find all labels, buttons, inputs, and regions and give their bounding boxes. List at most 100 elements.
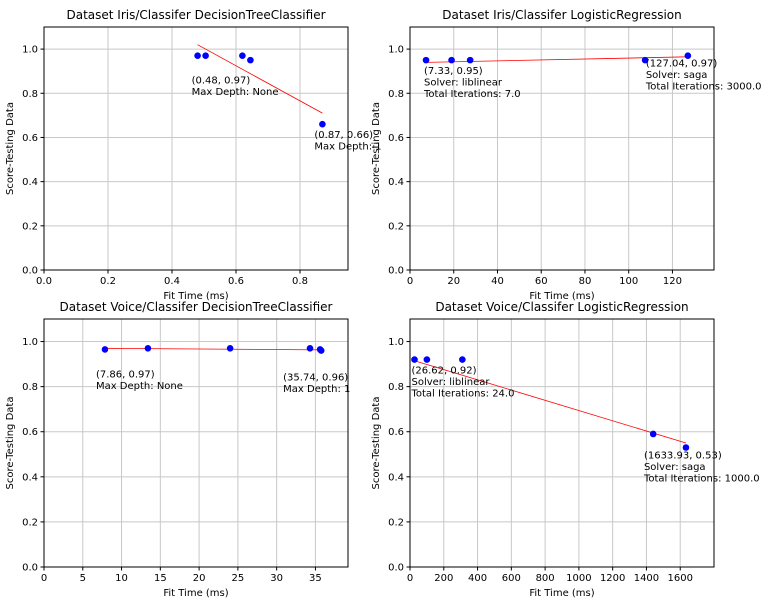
x-tick-label: 200 — [434, 573, 453, 584]
y-tick-label: 0.2 — [22, 517, 38, 528]
plot-frame — [43, 26, 349, 271]
annotation-line: Total Iterations: 3000.0 — [645, 82, 762, 93]
point-annotation: (127.04, 0.97) Solver: saga Total Iteratio… — [645, 59, 762, 93]
annotation-line: (35.74, 0.96) — [283, 373, 348, 384]
x-tick-label: 0.8 — [292, 276, 308, 287]
data-point — [317, 347, 325, 354]
x-tick-label: 800 — [536, 573, 555, 584]
data-point — [422, 56, 430, 64]
x-tick-label: 0 — [41, 573, 47, 584]
data-point — [423, 356, 431, 363]
annotation-line: Total Iterations: 7.0 — [423, 89, 521, 100]
annotation-line: Solver: liblinear — [424, 78, 503, 89]
x-tick-label: 0.6 — [228, 276, 244, 287]
data-point — [247, 56, 254, 64]
x-tick-label: 40 — [491, 276, 504, 287]
data-point — [684, 52, 692, 60]
point-annotation: (7.86, 0.97) Max Depth: None — [96, 369, 183, 392]
y-tick-label: 0.4 — [22, 472, 38, 483]
y-tick-label: 0.8 — [22, 89, 38, 100]
data-point — [101, 346, 109, 353]
chart-2: (7.33, 0.95) Solver: liblinear Total Itera… — [371, 8, 762, 302]
point-annotation: (26.62, 0.92) Solver: liblinear Total Iter… — [410, 366, 514, 400]
x-tick-label: 1000 — [566, 573, 591, 584]
y-tick-label: 0.8 — [388, 89, 404, 100]
annotation-line: (0.87, 0.66) — [314, 130, 373, 141]
data-point — [649, 430, 657, 438]
annotation-line: (7.86, 0.97) — [96, 369, 155, 380]
chart-title: Dataset Iris/Classifer LogisticRegressio… — [442, 8, 681, 22]
x-tick-label: 15 — [154, 573, 167, 584]
data-point — [306, 345, 314, 352]
data-point — [682, 444, 690, 451]
x-tick-label: 0.4 — [164, 276, 180, 287]
x-tick-label: 100 — [619, 276, 638, 287]
y-tick-label: 1.0 — [388, 45, 404, 56]
chart-title: Dataset Voice/Classifer LogisticRegressi… — [435, 300, 688, 314]
data-point — [239, 52, 246, 60]
x-tick-label: 120 — [663, 276, 682, 287]
x-tick-label: 20 — [447, 276, 460, 287]
plot-frame — [409, 26, 715, 271]
x-tick-label: 1600 — [667, 573, 692, 584]
data-point — [144, 345, 152, 352]
x-axis-label: Fit Time (ms) — [529, 291, 594, 302]
y-tick-label: 0.6 — [388, 133, 404, 144]
y-tick-label: 1.0 — [22, 45, 38, 56]
annotation-line: Solver: liblinear — [411, 377, 490, 388]
trendline — [197, 44, 323, 114]
y-tick-label: 0.4 — [22, 177, 38, 188]
x-tick-label: 35 — [309, 573, 322, 584]
annotation-line: (26.62, 0.92) — [411, 366, 476, 377]
chart-1: (0.48, 0.97) Max Depth: None (0.87, 0.66) M… — [5, 8, 382, 302]
data-point — [466, 56, 474, 64]
y-axis-label: Score-Testing Data — [371, 397, 382, 490]
x-tick-label: 5 — [80, 573, 86, 584]
y-tick-label: 0.8 — [388, 382, 404, 393]
y-tick-label: 0.0 — [22, 266, 38, 277]
x-tick-label: 60 — [535, 276, 548, 287]
x-tick-label: 0.0 — [36, 276, 52, 287]
x-tick-label: 0 — [407, 573, 413, 584]
y-tick-label: 0.6 — [22, 427, 38, 438]
point-annotation: (35.74, 0.96) Max Depth: 1 — [283, 373, 350, 396]
x-tick-label: 1200 — [600, 573, 625, 584]
data-point — [459, 356, 466, 363]
annotation-line: Max Depth: None — [96, 381, 183, 392]
annotation-line: (127.04, 0.97) — [646, 59, 718, 70]
data-point — [641, 56, 649, 64]
x-tick-label: 0.2 — [100, 276, 116, 287]
data-point — [411, 356, 418, 363]
y-tick-label: 1.0 — [388, 337, 404, 348]
data-point — [194, 52, 201, 60]
data-point — [226, 345, 234, 352]
x-axis-label: Fit Time (ms) — [163, 588, 228, 599]
annotation-line: (7.33, 0.95) — [424, 66, 483, 77]
x-axis-label: Fit Time (ms) — [163, 291, 228, 302]
y-tick-label: 0.6 — [388, 427, 404, 438]
y-tick-label: 0.4 — [388, 472, 404, 483]
x-tick-label: 1400 — [634, 573, 659, 584]
y-tick-label: 0.2 — [22, 221, 38, 232]
y-axis-label: Score-Testing Data — [5, 102, 16, 195]
annotation-line: Max Depth: 1 — [283, 384, 350, 395]
point-annotation: (0.48, 0.97) Max Depth: None — [192, 76, 279, 99]
x-tick-label: 80 — [579, 276, 592, 287]
y-tick-label: 0.4 — [388, 177, 404, 188]
plot-frame — [409, 318, 715, 568]
annotation-line: Total Iterations: 24.0 — [410, 389, 514, 400]
y-axis-label: Score-Testing Data — [371, 102, 382, 195]
x-tick-label: 30 — [270, 573, 283, 584]
x-tick-label: 20 — [193, 573, 206, 584]
y-tick-label: 1.0 — [22, 337, 38, 348]
annotation-line: Total Iterations: 1000.0 — [643, 474, 760, 485]
y-tick-label: 0.6 — [22, 133, 38, 144]
chart-3: (7.86, 0.97) Max Depth: None (35.74, 0.96)… — [5, 300, 350, 599]
trendline — [104, 347, 322, 351]
x-tick-label: 0 — [407, 276, 413, 287]
data-point — [448, 56, 455, 64]
y-tick-label: 0.8 — [22, 382, 38, 393]
chart-title: Dataset Voice/Classifer DecisionTreeClas… — [60, 300, 333, 314]
trendline — [414, 360, 687, 444]
